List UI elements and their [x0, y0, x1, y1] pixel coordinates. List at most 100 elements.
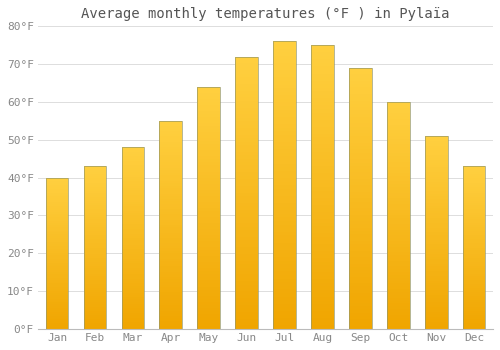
Bar [160, 272, 182, 274]
Bar [425, 261, 448, 264]
Bar [198, 256, 220, 259]
Bar [462, 233, 485, 235]
Bar [122, 252, 144, 254]
Bar [236, 326, 258, 329]
Bar [425, 220, 448, 223]
Bar [236, 132, 258, 135]
Bar [349, 221, 372, 224]
Bar [462, 321, 485, 323]
Bar [387, 255, 409, 258]
Bar [198, 144, 220, 147]
Bar [46, 253, 68, 255]
Bar [349, 166, 372, 169]
Bar [46, 191, 68, 193]
Bar [273, 296, 296, 300]
Bar [160, 303, 182, 306]
Bar [160, 142, 182, 144]
Bar [122, 218, 144, 220]
Bar [122, 306, 144, 308]
Bar [311, 205, 334, 208]
Bar [236, 271, 258, 274]
Bar [349, 97, 372, 100]
Bar [349, 205, 372, 208]
Bar [349, 159, 372, 162]
Bar [46, 268, 68, 270]
Bar [349, 251, 372, 254]
Bar [84, 168, 106, 170]
Bar [387, 235, 409, 238]
Bar [349, 172, 372, 176]
Bar [84, 203, 106, 205]
Bar [122, 177, 144, 179]
Bar [160, 204, 182, 206]
Bar [349, 198, 372, 202]
Bar [387, 244, 409, 247]
Bar [273, 243, 296, 246]
Bar [122, 220, 144, 222]
Bar [425, 160, 448, 162]
Bar [84, 191, 106, 192]
Bar [198, 308, 220, 311]
Bar [236, 315, 258, 319]
Bar [160, 300, 182, 303]
Bar [425, 312, 448, 314]
Bar [122, 245, 144, 247]
Bar [236, 189, 258, 193]
Bar [349, 290, 372, 293]
Bar [236, 295, 258, 298]
Bar [349, 189, 372, 192]
Bar [84, 244, 106, 246]
Bar [349, 215, 372, 218]
Bar [122, 270, 144, 272]
Bar [84, 299, 106, 300]
Bar [236, 322, 258, 326]
Bar [198, 156, 220, 160]
Bar [84, 172, 106, 174]
Bar [122, 272, 144, 274]
Bar [273, 135, 296, 139]
Bar [425, 216, 448, 218]
Bar [236, 251, 258, 254]
Bar [387, 230, 409, 232]
Bar [46, 289, 68, 291]
Bar [236, 254, 258, 257]
Bar [160, 308, 182, 311]
Bar [273, 66, 296, 70]
Bar [349, 208, 372, 211]
Bar [198, 226, 220, 229]
Bar [160, 124, 182, 126]
Bar [84, 262, 106, 264]
Bar [198, 187, 220, 190]
Bar [160, 246, 182, 248]
Bar [84, 288, 106, 290]
Bar [84, 215, 106, 217]
Bar [387, 281, 409, 284]
Bar [236, 186, 258, 189]
Bar [387, 167, 409, 170]
Bar [349, 322, 372, 326]
Bar [236, 179, 258, 182]
Bar [462, 205, 485, 207]
Bar [425, 196, 448, 199]
Bar [236, 166, 258, 169]
Bar [84, 290, 106, 292]
Bar [273, 246, 296, 250]
Bar [84, 166, 106, 168]
Bar [387, 266, 409, 269]
Bar [387, 306, 409, 309]
Bar [349, 202, 372, 205]
Bar [349, 326, 372, 329]
Bar [349, 169, 372, 172]
Bar [387, 145, 409, 147]
Bar [349, 273, 372, 277]
Bar [122, 277, 144, 279]
Bar [387, 161, 409, 164]
Bar [160, 136, 182, 139]
Bar [273, 99, 296, 103]
Bar [311, 261, 334, 265]
Bar [349, 81, 372, 84]
Bar [198, 262, 220, 265]
Bar [122, 293, 144, 295]
Bar [84, 247, 106, 250]
Bar [236, 142, 258, 145]
